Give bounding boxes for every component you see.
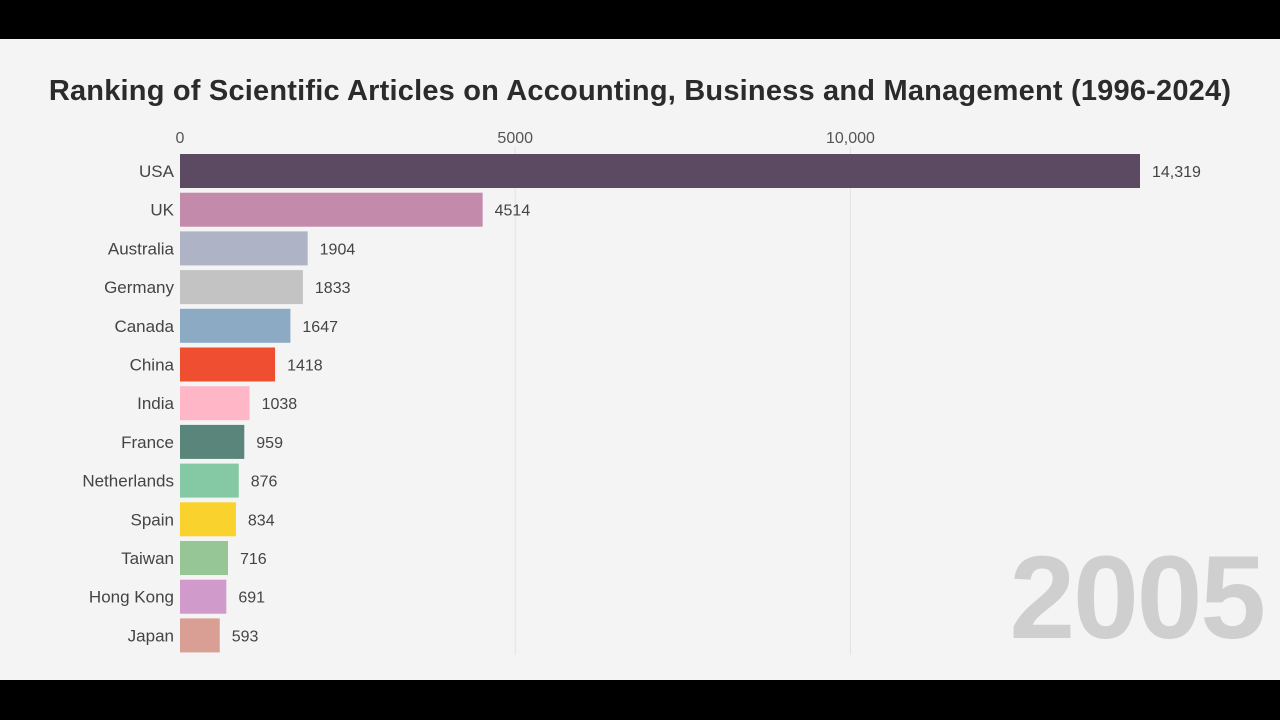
value-label: 834 bbox=[248, 512, 275, 529]
value-label: 1647 bbox=[302, 319, 338, 336]
value-label: 1038 bbox=[262, 396, 298, 413]
category-label: Canada bbox=[114, 317, 174, 336]
category-label: India bbox=[137, 394, 174, 413]
bar bbox=[180, 502, 236, 537]
bar bbox=[180, 347, 276, 382]
category-label: Spain bbox=[131, 510, 174, 529]
bar-chart: 0 5000 10,000 USA 14,319 UK 4514 Australia 1904 G… bbox=[82, 130, 1201, 655]
category-label: Netherlands bbox=[82, 472, 174, 491]
category-label: Hong Kong bbox=[89, 588, 174, 607]
bar bbox=[180, 154, 1140, 188]
bar bbox=[180, 579, 227, 614]
x-tick-label: 0 bbox=[176, 130, 185, 147]
value-label: 1418 bbox=[287, 358, 323, 375]
chart-title: Ranking of Scientific Articles on Accoun… bbox=[48, 75, 1232, 107]
value-label: 959 bbox=[256, 435, 283, 452]
value-label: 716 bbox=[240, 551, 267, 568]
bar bbox=[180, 308, 291, 343]
bar bbox=[180, 386, 250, 421]
bar bbox=[180, 231, 308, 266]
value-label: 876 bbox=[251, 474, 278, 491]
value-label: 14,319 bbox=[1152, 164, 1201, 181]
bar bbox=[180, 424, 245, 459]
category-label: France bbox=[121, 433, 174, 452]
value-label: 593 bbox=[232, 628, 259, 645]
category-label: UK bbox=[150, 201, 174, 220]
value-label: 1833 bbox=[315, 280, 351, 297]
x-tick-label: 5000 bbox=[497, 130, 533, 147]
value-label: 691 bbox=[238, 590, 265, 607]
bar bbox=[180, 463, 239, 498]
value-label: 1904 bbox=[320, 241, 356, 258]
year-label: 2005 bbox=[1009, 532, 1266, 664]
category-label: USA bbox=[139, 162, 175, 181]
x-tick-label: 10,000 bbox=[826, 130, 875, 147]
category-label: Australia bbox=[108, 239, 175, 258]
bar bbox=[180, 618, 220, 653]
bar bbox=[180, 270, 303, 305]
value-label: 4514 bbox=[495, 203, 531, 220]
category-label: Germany bbox=[104, 278, 174, 297]
bar bbox=[180, 541, 229, 575]
bar bbox=[180, 192, 483, 227]
category-label: Japan bbox=[128, 626, 174, 645]
category-label: China bbox=[130, 356, 175, 375]
category-label: Taiwan bbox=[121, 549, 174, 568]
chart-stage: Ranking of Scientific Articles on Accoun… bbox=[0, 39, 1280, 680]
